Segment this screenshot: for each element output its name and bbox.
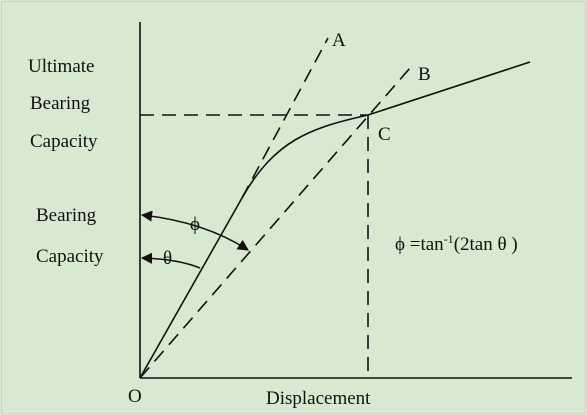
initial-label-line: Bearing — [36, 205, 97, 226]
phi-arc — [140, 210, 249, 251]
point-label: B — [418, 64, 431, 85]
secant-line — [139, 67, 411, 379]
load-curve — [241, 61, 531, 199]
y-label-line: Capacity — [30, 131, 98, 152]
tangent-extension — [241, 37, 329, 199]
formula: ϕ =tan-1(2tan θ ) — [395, 232, 518, 255]
formula-part: (2tan θ ) — [454, 234, 518, 255]
y-label-line: Bearing — [30, 93, 91, 114]
point-label: C — [378, 124, 391, 145]
theta-arc — [140, 252, 201, 269]
origin-label: O — [128, 386, 142, 407]
initial-label-line: Capacity — [36, 246, 104, 267]
angle-label: ϕ — [190, 214, 200, 235]
formula-sup: -1 — [444, 232, 454, 246]
y-label-line: Ultimate — [28, 56, 94, 77]
angle-label: θ — [163, 248, 172, 269]
x-axis-label: Displacement — [266, 388, 371, 409]
point-label: A — [332, 30, 346, 51]
formula-part: ϕ =tan — [395, 234, 444, 255]
